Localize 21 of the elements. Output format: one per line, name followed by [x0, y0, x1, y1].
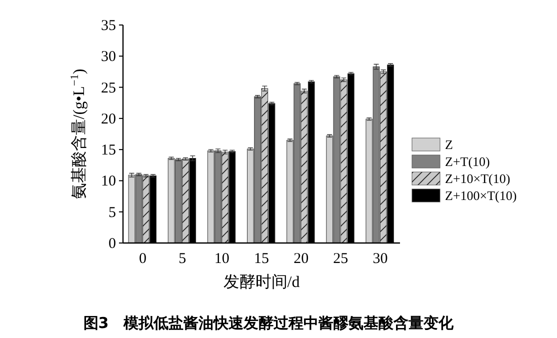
x-tick-label: 5: [178, 251, 186, 267]
y-tick-label: 20: [101, 111, 116, 128]
x-tick-label: 25: [333, 251, 348, 267]
x-tick-label: 15: [254, 251, 269, 267]
caption: 图3 模拟低盐酱油快速发酵过程中酱醪氨基酸含量变化: [83, 314, 455, 332]
x-tick-label: 0: [139, 251, 147, 267]
x-tick-label: 10: [214, 251, 230, 267]
y-tick-label: 5: [108, 204, 116, 221]
y-tick-label: 10: [101, 174, 116, 190]
x-tick-label: 30: [372, 251, 388, 267]
y-tick-label: 0: [108, 236, 116, 252]
y-tick-label: 15: [101, 142, 116, 159]
legend-label: Z+T(10): [445, 154, 490, 169]
y-tick-label: 35: [101, 18, 116, 34]
legend-label: Z: [445, 137, 453, 152]
x-axis-title: 发酵时间/d: [223, 273, 300, 291]
x-tick-label: 20: [294, 251, 309, 267]
y-tick-label: 30: [101, 49, 116, 66]
y-tick-label: 25: [101, 80, 116, 96]
legend-label: Z+100×T(10): [445, 188, 517, 203]
legend-label: Z+10×T(10): [445, 171, 510, 186]
